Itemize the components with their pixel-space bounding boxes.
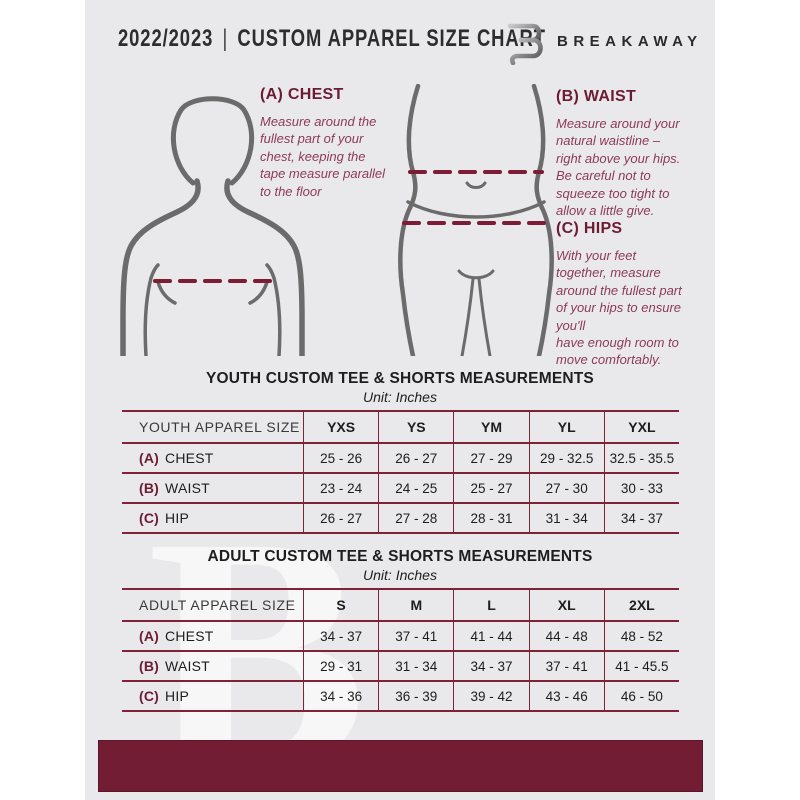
row-name: CHEST — [165, 450, 214, 466]
youth-hip-row: (C) HIP 26 - 27 27 - 28 28 - 31 31 - 34 … — [122, 504, 679, 534]
row-name: HIP — [165, 688, 189, 704]
adult-chest-row: (A) CHEST 34 - 37 37 - 41 41 - 44 44 - 4… — [122, 622, 679, 652]
adult-size-m: M — [378, 590, 453, 620]
youth-waist-row: (B) WAIST 23 - 24 24 - 25 25 - 27 27 - 3… — [122, 474, 679, 504]
youth-size-yl: YL — [528, 412, 604, 442]
waist-instruction-text: Measure around your natural waistline – … — [556, 116, 681, 219]
table-value: 26 - 27 — [303, 504, 378, 532]
table-value: 32.5 - 35.5 — [603, 444, 679, 472]
table-value: 31 - 34 — [378, 652, 453, 680]
table-value: 36 - 39 — [378, 682, 453, 710]
table-value: 34 - 37 — [303, 622, 378, 650]
row-name: CHEST — [165, 628, 214, 644]
waist-instruction: (B) WAIST Measure around your natural wa… — [556, 88, 728, 219]
chest-instruction-text: Measure around the fullest part of your … — [260, 114, 386, 199]
row-label: (C) HIP — [122, 504, 303, 532]
title-year: 2022/2023 — [118, 25, 214, 52]
table-value: 25 - 26 — [303, 444, 378, 472]
waist-hips-measurement-figure — [398, 84, 554, 356]
table-value: 26 - 27 — [378, 444, 453, 472]
row-label: (B) WAIST — [122, 652, 303, 680]
row-prefix: (C) — [139, 510, 160, 526]
youth-size-ys: YS — [378, 412, 453, 442]
adult-size-s: S — [303, 590, 378, 620]
chest-instruction-heading: (A) CHEST — [260, 86, 344, 103]
youth-size-yxs: YXS — [303, 412, 378, 442]
table-value: 34 - 37 — [603, 504, 679, 532]
table-value: 44 - 48 — [528, 622, 604, 650]
title-text: CUSTOM APPAREL SIZE CHART — [237, 25, 546, 52]
row-label: (A) CHEST — [122, 622, 303, 650]
page-content: 2022/2023 | CUSTOM APPAREL SIZE CHART BREA… — [85, 0, 715, 800]
table-value: 27 - 28 — [378, 504, 453, 532]
row-prefix: (B) — [139, 480, 160, 496]
row-prefix: (C) — [139, 688, 160, 704]
youth-chest-row: (A) CHEST 25 - 26 26 - 27 27 - 29 29 - 3… — [122, 444, 679, 474]
youth-table-header-label: YOUTH APPAREL SIZE — [139, 419, 300, 435]
title-divider: | — [222, 25, 229, 52]
chest-instruction: (A) CHEST Measure around the fullest par… — [260, 86, 432, 200]
row-prefix: (A) — [139, 450, 160, 466]
table-value: 24 - 25 — [378, 474, 453, 502]
table-value: 27 - 29 — [453, 444, 528, 472]
hips-instruction-text: With your feet together, measure around … — [556, 248, 682, 368]
youth-table-unit: Unit: Inches — [363, 389, 437, 405]
table-value: 43 - 46 — [528, 682, 604, 710]
row-prefix: (B) — [139, 658, 160, 674]
row-name: HIP — [165, 510, 189, 526]
table-value: 48 - 52 — [603, 622, 679, 650]
footer-accent-bar — [98, 740, 703, 792]
adult-hip-row: (C) HIP 34 - 36 36 - 39 39 - 42 43 - 46 … — [122, 682, 679, 712]
table-value: 37 - 41 — [528, 652, 604, 680]
youth-size-ym: YM — [453, 412, 528, 442]
youth-table-title: YOUTH CUSTOM TEE & SHORTS MEASUREMENTS — [206, 370, 594, 387]
youth-size-yxl: YXL — [603, 412, 679, 442]
adult-table-header-label: ADULT APPAREL SIZE — [139, 597, 296, 613]
adult-table-header-row: ADULT APPAREL SIZE S M L XL 2XL — [122, 590, 679, 622]
row-name: WAIST — [165, 658, 210, 674]
table-value: 46 - 50 — [603, 682, 679, 710]
table-value: 30 - 33 — [603, 474, 679, 502]
table-value: 29 - 32.5 — [528, 444, 604, 472]
table-value: 28 - 31 — [453, 504, 528, 532]
table-value: 34 - 36 — [303, 682, 378, 710]
table-value: 31 - 34 — [528, 504, 604, 532]
adult-size-xl: XL — [528, 590, 604, 620]
table-value: 39 - 42 — [453, 682, 528, 710]
table-value: 41 - 45.5 — [603, 652, 679, 680]
hips-instruction: (C) HIPS With your feet together, measur… — [556, 220, 728, 369]
table-value: 23 - 24 — [303, 474, 378, 502]
table-value: 25 - 27 — [453, 474, 528, 502]
hips-instruction-heading: (C) HIPS — [556, 220, 623, 237]
adult-table-title: ADULT CUSTOM TEE & SHORTS MEASUREMENTS — [207, 548, 593, 565]
adult-size-l: L — [453, 590, 528, 620]
row-name: WAIST — [165, 480, 210, 496]
adult-table-unit: Unit: Inches — [363, 567, 437, 583]
chest-measurement-figure — [120, 96, 305, 356]
adult-size-2xl: 2XL — [603, 590, 679, 620]
breakaway-logo-icon — [507, 22, 543, 65]
row-label: (B) WAIST — [122, 474, 303, 502]
brand-name: BREAKAWAY — [557, 33, 703, 50]
youth-size-table: YOUTH APPAREL SIZE YXS YS YM YL YXL (A) … — [122, 410, 679, 534]
row-label: (C) HIP — [122, 682, 303, 710]
table-value: 34 - 37 — [453, 652, 528, 680]
table-value: 27 - 30 — [528, 474, 604, 502]
adult-size-table: ADULT APPAREL SIZE S M L XL 2XL (A) CHES… — [122, 588, 679, 712]
row-label: (A) CHEST — [122, 444, 303, 472]
page-background: B 2022/2023 | CUSTOM APPAREL SIZE CHART — [85, 0, 715, 800]
table-value: 37 - 41 — [378, 622, 453, 650]
table-value: 29 - 31 — [303, 652, 378, 680]
youth-table-header-row: YOUTH APPAREL SIZE YXS YS YM YL YXL — [122, 412, 679, 444]
table-value: 41 - 44 — [453, 622, 528, 650]
row-prefix: (A) — [139, 628, 160, 644]
adult-waist-row: (B) WAIST 29 - 31 31 - 34 34 - 37 37 - 4… — [122, 652, 679, 682]
document-title: 2022/2023 | CUSTOM APPAREL SIZE CHART — [118, 26, 546, 53]
waist-instruction-heading: (B) WAIST — [556, 88, 637, 105]
